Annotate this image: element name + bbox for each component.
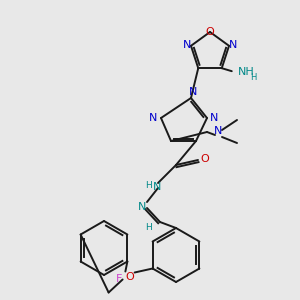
Text: O: O <box>125 272 134 283</box>
Text: NH: NH <box>238 67 254 77</box>
Text: N: N <box>189 87 197 97</box>
Text: N: N <box>149 113 157 123</box>
Text: N: N <box>229 40 237 50</box>
Text: N: N <box>183 40 191 50</box>
Text: O: O <box>206 27 214 37</box>
Text: N: N <box>138 202 146 212</box>
Text: O: O <box>201 154 209 164</box>
Text: H: H <box>145 223 152 232</box>
Text: N: N <box>214 126 222 136</box>
Text: H: H <box>146 181 152 190</box>
Text: N: N <box>153 182 161 192</box>
Text: N: N <box>210 113 218 123</box>
Text: F: F <box>116 274 123 284</box>
Text: H: H <box>250 73 257 82</box>
